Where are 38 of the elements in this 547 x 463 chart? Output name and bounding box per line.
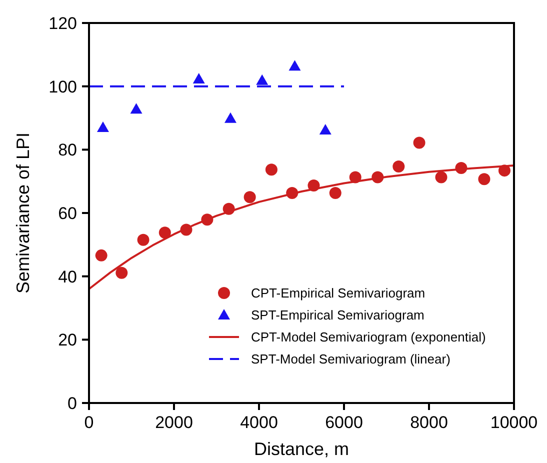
y-tick-label: 0 [68,394,77,413]
point [478,173,490,186]
point [319,124,332,135]
point [137,234,150,246]
x-tick-label: 2000 [155,413,193,432]
line-series [88,164,515,290]
legend-label: SPT-Model Semivariogram (linear) [251,352,450,367]
point [435,171,448,184]
point [265,164,278,176]
point [130,103,142,114]
legend-label: SPT-Empirical Semivariogram [251,308,424,323]
y-tick-label: 100 [48,77,77,96]
x-tick-label: 8000 [410,413,448,432]
point [95,249,108,262]
x-tick-label: 10000 [490,413,538,432]
point [116,266,128,279]
y-tick-label: 80 [58,140,77,160]
x-tick-label: 6000 [325,413,363,432]
point [288,60,301,71]
y-tick-label: 20 [58,330,77,350]
point [192,73,205,84]
point [158,226,171,239]
point [392,160,405,172]
y-axis-title: Semivariance of LPI [13,132,33,294]
point [96,122,109,132]
point [224,112,236,123]
y-tick-label: 60 [58,204,77,223]
point [256,74,268,85]
legend-label: CPT-Model Semivariogram (exponential) [251,330,486,345]
point [329,187,342,200]
x-tick-label: 0 [84,413,94,432]
point [413,136,426,149]
y-tick-label: 120 [48,14,77,33]
x-tick-label: 4000 [240,413,278,432]
point [244,191,256,204]
y-tick-label: 40 [58,267,77,286]
legend-label: CPT-Empirical Semivariogram [251,286,426,301]
x-axis-title: Distance, m [254,439,350,459]
